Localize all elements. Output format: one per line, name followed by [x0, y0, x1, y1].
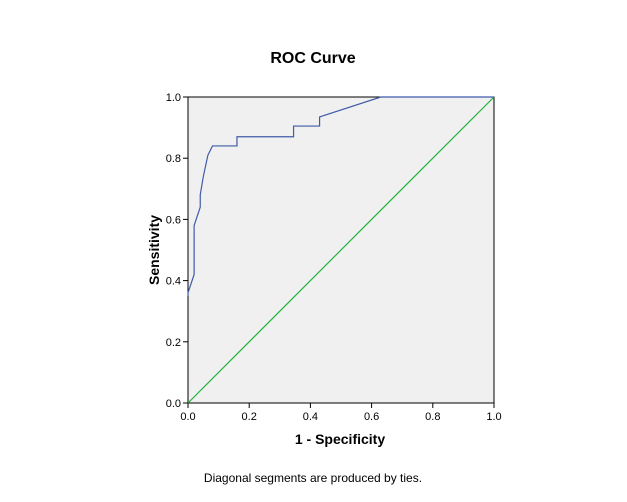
x-tick-label: 0.4	[303, 411, 318, 423]
series-line-roc	[187, 96, 494, 296]
x-tick-label: 0.2	[242, 411, 257, 423]
y-tick-label: 0.0	[166, 398, 181, 410]
ticks-layer: 0.0 0.2 0.4 0.6 0.8 1.0 0.0 0.2 0.4 0.6 0.8 1.0	[166, 92, 502, 423]
y-axis-label: Sensitivity	[146, 215, 162, 285]
y-tick-label: 0.4	[166, 276, 181, 288]
footnote: Diagonal segments are produced by ties.	[204, 471, 422, 485]
chart-title: ROC Curve	[270, 50, 355, 67]
y-tick-label: 0.6	[166, 214, 181, 226]
y-tick-label: 0.2	[166, 337, 181, 349]
x-tick-label: 0.8	[425, 411, 440, 423]
y-tick-label: 0.8	[166, 153, 181, 165]
x-axis-label: 1 - Specificity	[295, 431, 385, 447]
x-tick-label: 0.0	[180, 411, 195, 423]
x-tick-label: 0.6	[364, 411, 379, 423]
series-line-reference-line	[187, 96, 495, 404]
y-tick-label: 1.0	[166, 92, 181, 104]
series-layer	[187, 96, 495, 404]
x-tick-label: 1.0	[486, 411, 501, 423]
